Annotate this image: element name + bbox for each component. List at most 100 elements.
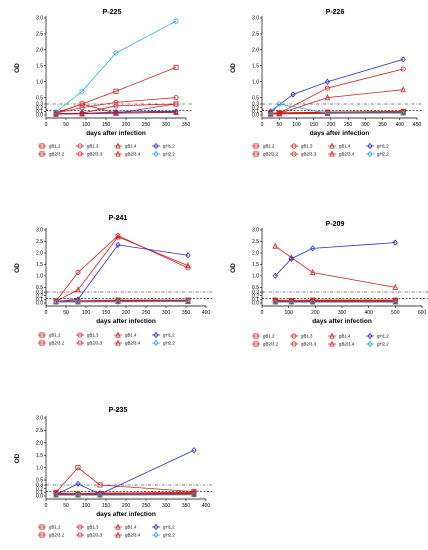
data-point	[400, 66, 406, 72]
x-tick-label: 50	[63, 122, 69, 128]
x-tick-label: 400	[364, 310, 373, 316]
y-tick-label: 0.3	[36, 102, 43, 108]
data-point	[113, 50, 119, 56]
legend-entry: gB2/3.4	[328, 150, 355, 157]
legend-swatch-marker	[367, 150, 373, 158]
data-point	[173, 108, 179, 115]
series-gB2-3-2	[53, 64, 179, 116]
legend-swatch-marker	[115, 339, 121, 346]
x-tick-label: 350	[182, 503, 191, 509]
x-tick-label: 200	[122, 122, 131, 128]
series-line	[270, 89, 404, 115]
series-line	[55, 235, 189, 302]
y-tick-label: 1.5	[36, 262, 43, 268]
series-gB1-2	[53, 465, 197, 495]
legend-swatch-marker	[291, 341, 297, 347]
series-line	[55, 467, 195, 493]
data-point	[53, 109, 59, 115]
legend-swatch-marker	[153, 531, 159, 539]
y-tick-label: 0.2	[252, 293, 259, 299]
series-line	[55, 236, 189, 302]
x-tick-label: 150	[102, 122, 111, 128]
data-point	[79, 105, 85, 111]
y-axis-label: OD	[230, 63, 237, 73]
x-tick-label: 150	[102, 503, 111, 509]
data-point	[115, 233, 121, 240]
legend-entry: gB2/3.4	[114, 150, 141, 157]
y-tick-label: 0.2	[36, 293, 43, 299]
legend-swatch-marker	[153, 339, 159, 347]
legend-label: gB1.3	[87, 333, 99, 338]
data-point	[173, 108, 179, 115]
y-tick-label: 2.5	[252, 32, 259, 38]
y-tick-label: 2.5	[36, 428, 43, 434]
data-point	[173, 64, 179, 70]
data-point	[75, 269, 81, 275]
y-tick-label: 0.5	[36, 478, 43, 484]
data-point	[173, 18, 179, 24]
legend-swatch-marker	[39, 532, 45, 538]
x-tick-label: 300	[338, 310, 347, 316]
legend-entry: gB1.2	[252, 333, 275, 339]
series-gH2-2	[272, 299, 398, 305]
legend-label: gB1.3	[301, 144, 313, 149]
legend-swatch-marker	[253, 333, 259, 339]
x-tick-label: 200	[327, 122, 336, 128]
y-tick-label: 1.5	[36, 63, 43, 69]
legend-swatch-marker	[153, 523, 159, 531]
series-gH2-2	[53, 492, 197, 498]
series-line	[55, 449, 195, 495]
y-tick-label: 1.0	[36, 465, 43, 471]
legend-entry: gB1.3	[76, 143, 99, 149]
data-point	[310, 245, 316, 252]
series-line	[55, 66, 177, 114]
legend-swatch-marker	[115, 523, 121, 530]
y-tick-label: 0.2	[252, 105, 259, 111]
series-gH2-2	[53, 299, 191, 305]
y-tick-label: 2.5	[36, 239, 43, 245]
data-point	[97, 482, 103, 488]
y-tick-label: 1.0	[252, 274, 259, 280]
legend-label: gB2/3.4	[125, 152, 141, 157]
x-tick-label: 200	[311, 310, 320, 316]
y-tick-label: 0.3	[252, 102, 259, 108]
y-tick-label: 1.5	[252, 262, 259, 268]
y-tick-label: 0.1	[36, 297, 43, 303]
legend-entry: gB2/3.2	[252, 151, 279, 157]
y-axis-label: OD	[14, 263, 21, 273]
legend-entry: gB2/3.2	[38, 151, 65, 157]
series-gH1-2	[267, 56, 406, 115]
y-tick-label: 3.0	[36, 16, 43, 22]
legend-swatch-marker	[291, 151, 297, 157]
series-line	[275, 242, 396, 277]
legend-swatch-marker	[329, 142, 335, 149]
legend-swatch-marker	[253, 341, 259, 347]
series-gH2-2	[53, 18, 179, 115]
x-axis-label: days after infection	[96, 511, 156, 518]
x-tick-label: 300	[361, 122, 370, 128]
y-tick-label: 3.0	[252, 228, 259, 234]
y-tick-label: 0.0	[36, 113, 43, 119]
y-tick-label: 1.0	[252, 79, 259, 85]
data-point	[75, 480, 81, 487]
legend-swatch-marker	[115, 142, 121, 149]
legend-entry: gB1.3	[76, 524, 99, 530]
x-tick-label: 0	[261, 122, 264, 128]
legend-label: gB1.2	[49, 333, 61, 338]
legend-swatch-marker	[39, 332, 45, 338]
panel-4: P-209 OD 0.00.10.20.30.5 1.0 1.5 2.0 2.5 3.0 0 10…	[230, 221, 428, 348]
x-axis-label: days after infection	[96, 318, 156, 325]
legend-label: gB1.4	[339, 144, 351, 149]
panel-title: P-235	[109, 407, 128, 414]
legend-label: gB2/3.2	[263, 342, 279, 347]
data-point	[392, 239, 398, 246]
legend-label: gB2/3.3	[301, 342, 317, 347]
x-tick-label: 300	[162, 310, 171, 316]
legend-entry: gB2/3.3	[290, 151, 317, 157]
data-point	[53, 492, 59, 498]
x-tick-label: 250	[142, 310, 151, 316]
y-tick-label: 2.0	[36, 441, 43, 447]
series-gH2-2	[268, 101, 406, 117]
data-point	[268, 111, 274, 117]
y-tick-label: 0.0	[252, 113, 259, 119]
